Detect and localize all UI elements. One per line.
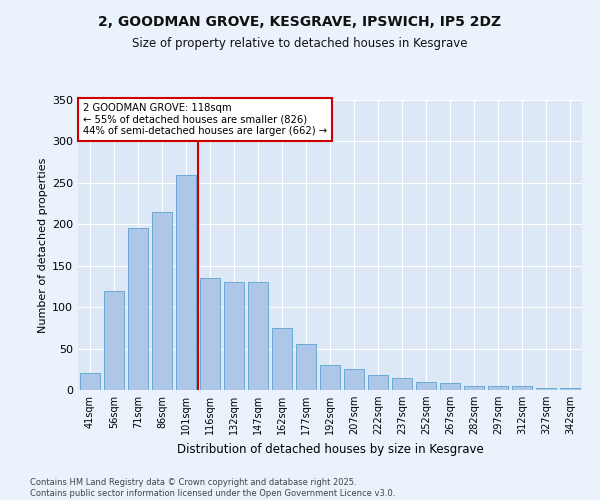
Bar: [416, 382, 436, 390]
Bar: [152, 212, 172, 390]
Bar: [128, 228, 148, 390]
Bar: [464, 386, 484, 390]
X-axis label: Distribution of detached houses by size in Kesgrave: Distribution of detached houses by size …: [176, 442, 484, 456]
Bar: [296, 344, 316, 390]
Text: 2, GOODMAN GROVE, KESGRAVE, IPSWICH, IP5 2DZ: 2, GOODMAN GROVE, KESGRAVE, IPSWICH, IP5…: [98, 15, 502, 29]
Bar: [200, 278, 220, 390]
Bar: [440, 384, 460, 390]
Bar: [512, 386, 532, 390]
Bar: [488, 386, 508, 390]
Bar: [320, 365, 340, 390]
Bar: [80, 374, 100, 390]
Text: Size of property relative to detached houses in Kesgrave: Size of property relative to detached ho…: [132, 38, 468, 51]
Bar: [344, 370, 364, 390]
Y-axis label: Number of detached properties: Number of detached properties: [38, 158, 48, 332]
Bar: [176, 174, 196, 390]
Bar: [392, 378, 412, 390]
Bar: [368, 375, 388, 390]
Bar: [536, 388, 556, 390]
Bar: [224, 282, 244, 390]
Bar: [272, 328, 292, 390]
Bar: [104, 290, 124, 390]
Bar: [248, 282, 268, 390]
Bar: [560, 388, 580, 390]
Text: 2 GOODMAN GROVE: 118sqm
← 55% of detached houses are smaller (826)
44% of semi-d: 2 GOODMAN GROVE: 118sqm ← 55% of detache…: [83, 103, 327, 136]
Text: Contains HM Land Registry data © Crown copyright and database right 2025.
Contai: Contains HM Land Registry data © Crown c…: [30, 478, 395, 498]
